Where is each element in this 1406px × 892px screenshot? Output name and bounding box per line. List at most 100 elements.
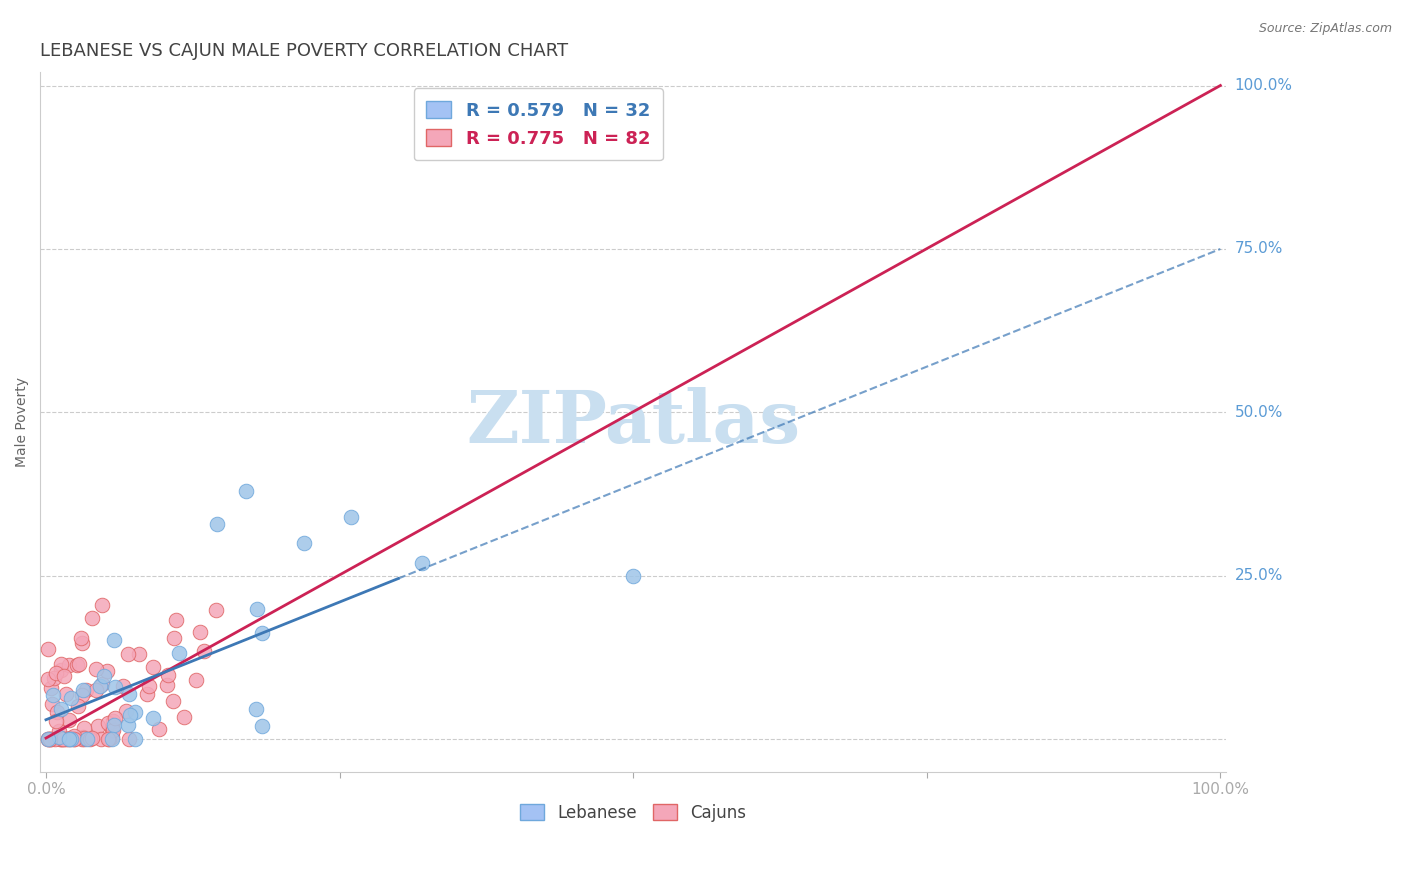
Point — [38, 732, 60, 747]
Point — [250, 719, 273, 733]
Point — [82, 731, 104, 746]
Point — [84, 662, 107, 676]
Point — [138, 679, 160, 693]
Point — [66, 699, 89, 714]
Text: 75.0%: 75.0% — [1234, 242, 1282, 257]
Point — [49, 732, 72, 747]
Point — [72, 682, 94, 697]
Point — [97, 732, 120, 747]
Point — [53, 669, 76, 683]
Point — [87, 719, 110, 733]
Point — [39, 681, 62, 695]
Text: 25.0%: 25.0% — [1234, 568, 1282, 583]
Point — [48, 730, 70, 744]
Point — [207, 516, 229, 531]
Point — [51, 663, 73, 677]
Point — [117, 647, 139, 661]
Point — [124, 705, 146, 719]
Point — [93, 669, 115, 683]
Point — [42, 688, 65, 702]
Point — [90, 677, 112, 691]
Point — [250, 626, 273, 640]
Point — [48, 724, 70, 739]
Text: Source: ZipAtlas.com: Source: ZipAtlas.com — [1258, 22, 1392, 36]
Point — [44, 732, 66, 747]
Point — [37, 732, 59, 747]
Point — [118, 732, 141, 747]
Point — [73, 721, 96, 735]
Point — [48, 732, 70, 747]
Point — [75, 683, 97, 698]
Point — [37, 641, 59, 656]
Point — [90, 732, 112, 747]
Point — [245, 701, 267, 715]
Point — [97, 732, 120, 747]
Point — [162, 694, 184, 708]
Point — [193, 644, 215, 658]
Point — [37, 732, 59, 747]
Y-axis label: Male Poverty: Male Poverty — [15, 377, 30, 467]
Point — [72, 688, 94, 702]
Point — [101, 732, 124, 747]
Point — [184, 673, 207, 688]
Point — [117, 718, 139, 732]
Point — [41, 697, 63, 711]
Point — [56, 732, 79, 747]
Point — [63, 729, 86, 743]
Point — [101, 723, 124, 737]
Point — [100, 730, 122, 744]
Point — [167, 647, 190, 661]
Point — [70, 732, 93, 747]
Point — [115, 704, 138, 718]
Point — [58, 657, 80, 672]
Point — [118, 687, 141, 701]
Point — [39, 732, 62, 747]
Point — [156, 668, 179, 682]
Point — [173, 710, 195, 724]
Point — [55, 687, 77, 701]
Point — [67, 657, 90, 672]
Point — [89, 679, 111, 693]
Point — [70, 631, 93, 645]
Text: ZIPatlas: ZIPatlas — [467, 387, 800, 458]
Point — [101, 722, 124, 736]
Point — [204, 602, 226, 616]
Point — [70, 636, 93, 650]
Point — [142, 711, 165, 725]
Point — [59, 732, 82, 747]
Point — [49, 702, 72, 716]
Point — [103, 714, 125, 728]
Point — [51, 657, 73, 671]
Point — [621, 569, 644, 583]
Point — [235, 483, 257, 498]
Point — [60, 691, 83, 706]
Point — [165, 613, 187, 627]
Point — [292, 536, 315, 550]
Point — [73, 732, 96, 747]
Point — [103, 718, 125, 732]
Point — [66, 657, 89, 672]
Point — [37, 672, 59, 686]
Point — [55, 732, 77, 747]
Legend: Lebanese, Cajuns: Lebanese, Cajuns — [509, 792, 758, 834]
Point — [58, 732, 80, 747]
Point — [59, 732, 82, 747]
Point — [46, 705, 69, 719]
Point — [63, 732, 86, 747]
Point — [76, 732, 98, 747]
Point — [90, 598, 112, 612]
Point — [97, 715, 120, 730]
Point — [112, 680, 135, 694]
Text: LEBANESE VS CAJUN MALE POVERTY CORRELATION CHART: LEBANESE VS CAJUN MALE POVERTY CORRELATI… — [41, 42, 568, 60]
Point — [142, 660, 165, 674]
Point — [163, 631, 186, 645]
Point — [124, 732, 146, 747]
Point — [136, 687, 159, 701]
Point — [120, 708, 142, 723]
Point — [44, 671, 66, 685]
Point — [148, 722, 170, 736]
Point — [128, 647, 150, 661]
Point — [37, 732, 59, 747]
Point — [41, 732, 63, 747]
Point — [188, 624, 211, 639]
